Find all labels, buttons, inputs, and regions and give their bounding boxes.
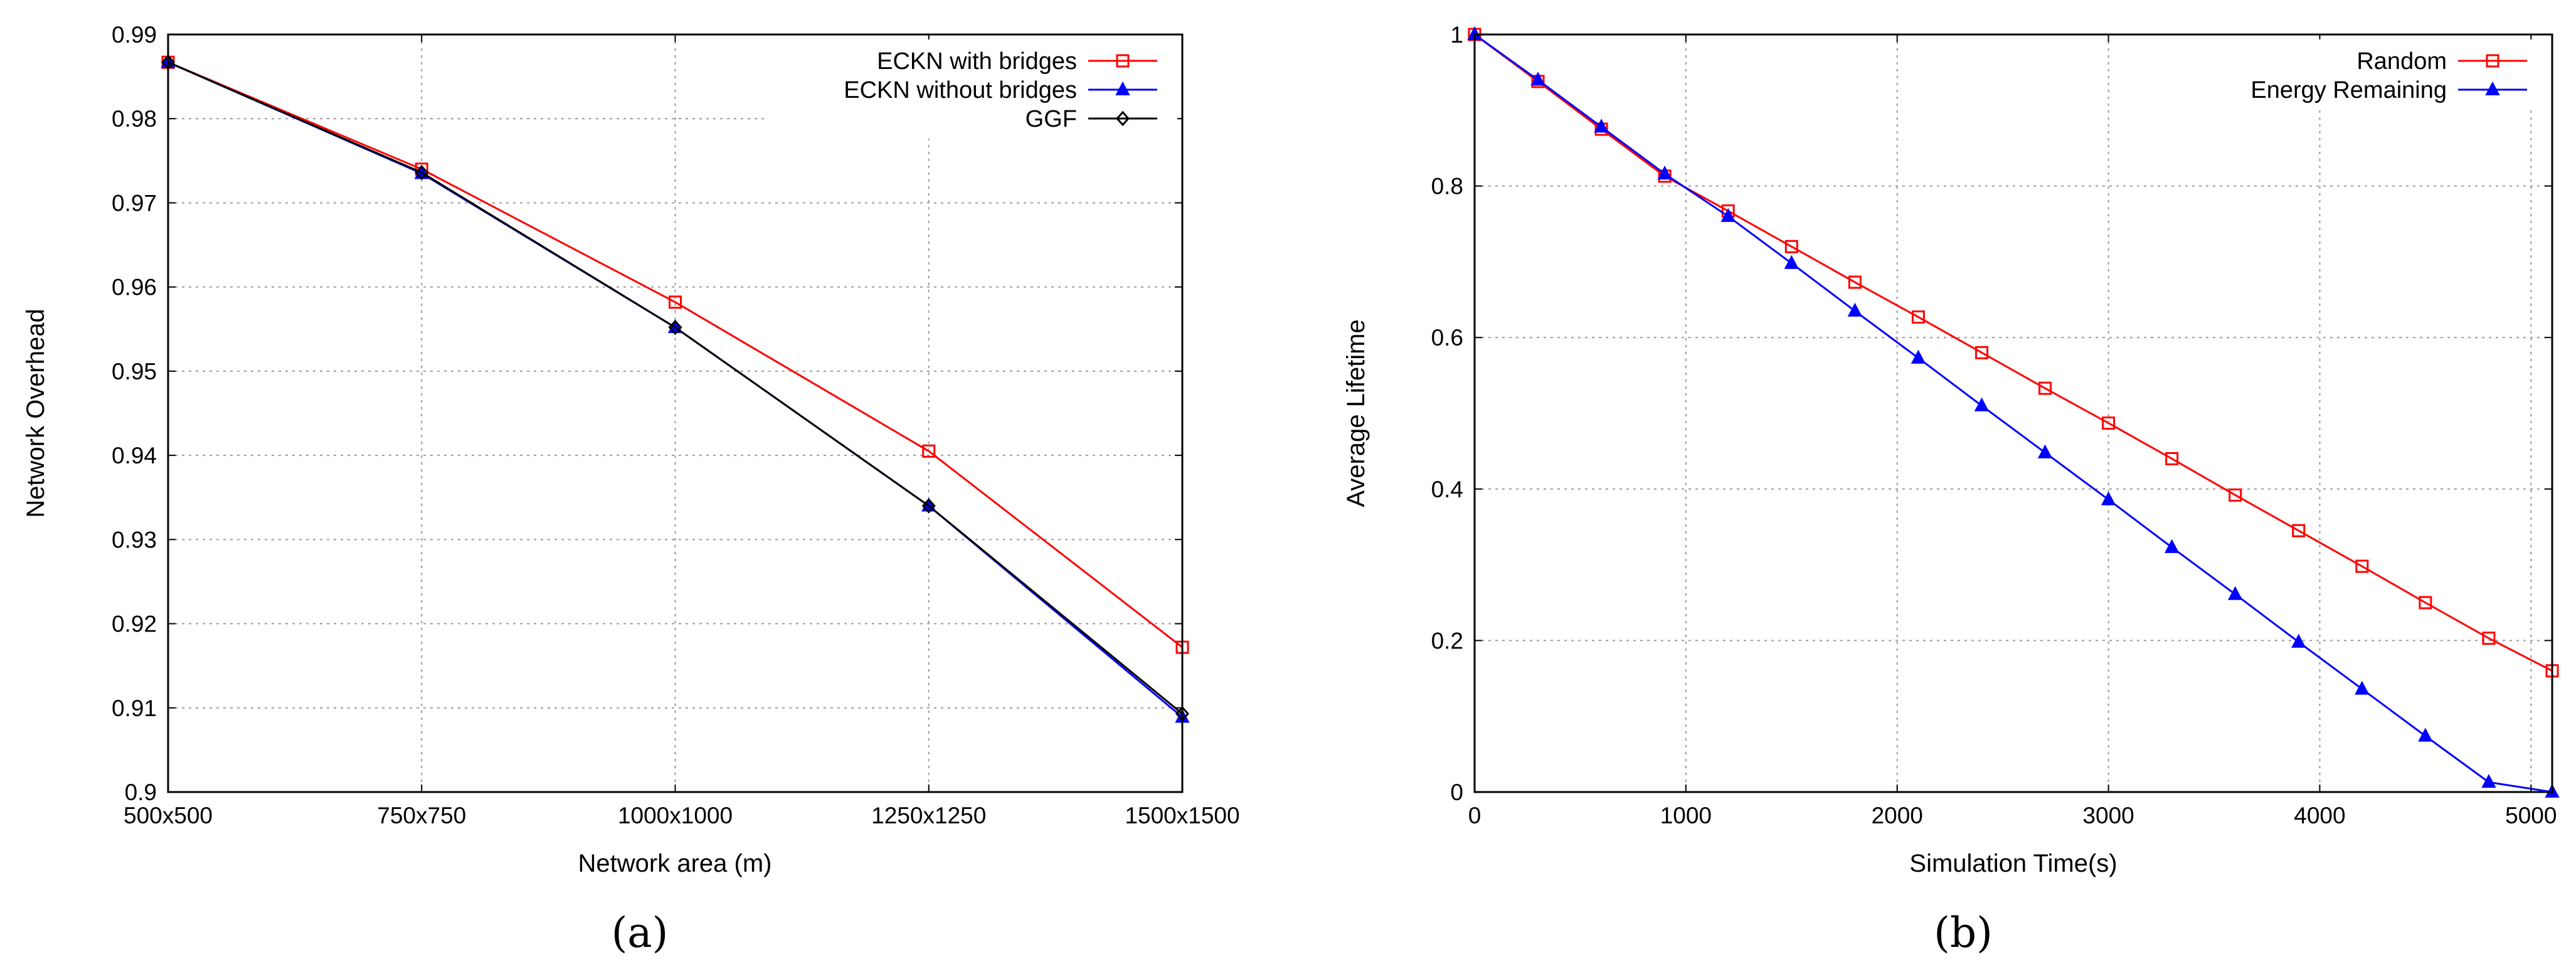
chart-b-frame [1473, 33, 2553, 793]
chart-a-ytick-label: 0.99 [112, 22, 157, 48]
chart-b-ytick-label: 0 [1450, 779, 1463, 805]
chart-b-data-point-1 [2228, 586, 2243, 600]
chart-a-legend-label-0: ECKN with bridges [877, 48, 1077, 75]
chart-a-legend-marker-0 [1116, 54, 1130, 68]
chart-b-xlabel: Simulation Time(s) [1909, 850, 2117, 877]
chart-b-xtick-label: 1000 [1660, 803, 1712, 828]
chart-b-data-point-1 [2291, 633, 2306, 648]
chart-a-series-line-2 [167, 61, 1183, 715]
chart-b-data-point-0 [2355, 559, 2369, 573]
chart-a-legend-label-1: ECKN without bridges [844, 77, 1077, 103]
chart-b-data-point-0 [1848, 275, 1862, 289]
chart-a-xtick-label: 1000x1000 [618, 803, 733, 828]
chart-b-ytick-label: 0.6 [1431, 325, 1463, 351]
chart-a-caption: (a) [612, 909, 669, 957]
chart-b-xtick-label: 4000 [2294, 803, 2345, 828]
chart-b-data-point-0 [1974, 346, 1988, 359]
chart-a-series-line-0 [167, 61, 1183, 648]
chart-a-ytick-label: 0.95 [112, 359, 157, 384]
chart-a-data-point-0 [669, 295, 682, 309]
chart-b-series-line-1 [1474, 33, 2553, 793]
chart-b-ylabel: Average Lifetime [1342, 319, 1370, 507]
chart-a-ytick-label: 0.98 [112, 106, 157, 132]
chart-b-data-point-1 [1847, 302, 1863, 317]
chart-b-data-point-1 [2164, 539, 2180, 553]
chart-a-ytick-label: 0.92 [112, 611, 157, 637]
chart-b-data-point-0 [2419, 596, 2432, 610]
chart-a-xlabel: Network area (m) [578, 850, 772, 877]
chart-b-xtick-label: 3000 [2082, 803, 2134, 828]
chart-b-legend-marker-1 [2485, 81, 2500, 95]
chart-a-ytick-label: 0.93 [112, 527, 157, 552]
chart-a-data-point-0 [922, 444, 936, 458]
chart-a-xtick-label: 1250x1250 [871, 803, 986, 828]
chart-b-data-point-1 [2037, 444, 2053, 458]
chart-b-xtick-label: 5000 [2505, 803, 2557, 828]
chart-b-data-point-0 [1911, 310, 1925, 324]
chart-b-data-point-0 [2165, 452, 2179, 465]
chart-a-legend-marker-2 [1115, 110, 1130, 127]
chart-b-data-point-0 [2292, 524, 2306, 537]
chart-a-ytick-label: 0.91 [112, 695, 157, 721]
chart-b-data-point-1 [1657, 166, 1672, 180]
chart-b-ytick-label: 0.2 [1431, 628, 1463, 653]
chart-b-data-point-1 [1911, 349, 1926, 364]
chart-b-data-point-0 [2038, 381, 2052, 395]
chart-b-xtick-label: 2000 [1872, 803, 1923, 828]
chart-b-data-point-1 [1720, 208, 1736, 222]
chart-b-xtick-label: 0 [1468, 803, 1481, 828]
chart-b-ytick-label: 1 [1450, 22, 1463, 48]
chart-a-ytick-label: 0.96 [112, 275, 157, 300]
chart-b-ytick-label: 0.8 [1431, 174, 1463, 199]
chart-a-network-overhead: 0.9 0.91 0.92 0.93 0.94 0.95 0.96 0.97 0.98 0.99 5… [22, 22, 1240, 957]
chart-b-series-line-0 [1474, 33, 2553, 672]
chart-b-data-point-1 [1594, 119, 1609, 133]
chart-b-ytick-label: 0.4 [1431, 477, 1463, 502]
chart-a-data-point-2 [668, 319, 682, 335]
chart-b-legend-label-1: Energy Remaining [2250, 77, 2447, 103]
chart-b-data-point-1 [2481, 774, 2496, 788]
chart-b-legend-label-0: Random [2356, 48, 2447, 75]
chart-a-xtick-label: 750x750 [377, 803, 466, 828]
chart-b-data-point-1 [2418, 727, 2433, 742]
chart-b-data-point-1 [1974, 397, 1990, 411]
chart-a-ytick-label: 0.9 [125, 779, 157, 805]
chart-a-ylabel: Network Overhead [22, 309, 50, 517]
chart-a-xtick-label: 500x500 [124, 803, 213, 828]
chart-b-data-point-0 [2482, 631, 2496, 645]
chart-b-legend-marker-0 [2486, 54, 2499, 68]
chart-a-data-point-2 [921, 498, 936, 514]
chart-b-legend-bg [2138, 40, 2547, 110]
chart-a-data-point-2 [415, 164, 429, 181]
chart-a-xtick-label: 1500x1500 [1125, 803, 1239, 828]
chart-a-ytick-label: 0.94 [112, 443, 157, 468]
chart-b-data-point-0 [2229, 488, 2242, 502]
chart-b-data-point-0 [2102, 416, 2116, 430]
chart-b-data-point-1 [1530, 71, 1545, 86]
chart-b-average-lifetime: 0 0.2 0.4 0.6 0.8 1 0 1000 2000 3000 4000 5000 Rand… [1342, 22, 2560, 957]
chart-b-data-point-0 [1784, 240, 1798, 253]
chart-a-legend-marker-1 [1115, 81, 1130, 95]
chart-b-data-point-1 [1784, 255, 1799, 269]
chart-b-data-point-1 [2355, 680, 2370, 695]
chart-a-ytick-label: 0.97 [112, 190, 157, 216]
chart-b-caption: (b) [1934, 909, 1993, 957]
chart-a-legend-label-2: GGF [1026, 106, 1077, 132]
chart-b-data-point-1 [2101, 491, 2116, 505]
